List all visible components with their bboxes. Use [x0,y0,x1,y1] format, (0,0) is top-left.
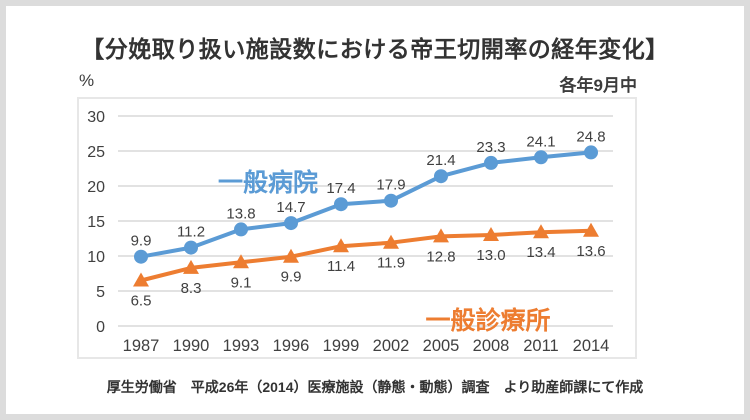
x-tick-label: 1990 [173,337,210,355]
data-point-circle [284,216,298,231]
period-note: 各年9月中 [559,76,637,95]
data-label: 11.4 [327,258,355,275]
data-point-circle [334,197,348,212]
data-label: 17.4 [326,180,355,197]
chart-panel: 0 5 10 15 20 25 30 1987 1990 1993 1996 1999 2002 2005… [77,97,637,359]
data-label: 13.8 [226,205,255,222]
series-name-label: 一般診療所 [425,306,550,335]
series-line [139,150,593,259]
data-label: 13.6 [576,243,605,260]
data-label: 9.9 [281,269,302,286]
y-tick-label: 5 [96,284,105,301]
y-tick-label: 10 [87,249,105,266]
data-point-triangle [433,228,449,243]
data-point-triangle [133,272,149,287]
x-tick-label: 2014 [573,337,610,355]
x-tick-label: 2008 [473,337,510,355]
data-point-circle [234,222,248,237]
y-axis-unit-label: % [79,71,95,90]
x-tick-label: 1999 [323,337,360,355]
x-tick-label: 1987 [123,337,160,355]
data-label: 24.1 [526,133,555,150]
data-point-circle [384,193,398,208]
data-point-circle [534,150,548,165]
data-label: 23.3 [476,139,505,156]
data-point-triangle [583,222,599,237]
x-tick-label: 1993 [223,337,260,355]
data-point-triangle [183,259,199,274]
data-point-triangle [483,227,499,241]
data-point-circle [134,249,148,264]
data-point-triangle [283,248,299,263]
data-point-triangle [533,224,549,239]
x-tick-label: 2002 [373,337,410,355]
data-label: 8.3 [181,280,202,297]
y-tick-label: 20 [87,179,105,196]
data-point-triangle [383,234,399,249]
source-footnote: 厚生労働省 平成26年（2014）医療施設（静態・動態）調査 より助産師課にて作… [106,379,644,395]
data-point-circle [184,240,198,255]
data-point-circle [484,155,498,170]
data-label: 24.8 [576,128,605,145]
data-point-triangle [333,238,349,253]
x-tick-label: 1996 [273,337,310,355]
data-point-circle [434,169,448,184]
data-label: 12.8 [426,248,455,265]
series-name-label: 一般病院 [218,168,318,197]
data-label: 17.9 [376,177,405,194]
data-label: 6.5 [131,293,152,310]
data-label: 11.2 [177,224,205,241]
data-label: 9.1 [231,274,252,291]
x-tick-label: 2005 [423,337,460,355]
data-point-circle [584,145,598,160]
data-label: 13.4 [526,244,555,261]
data-label: 11.9 [377,255,405,272]
data-label: 9.9 [131,233,152,250]
data-label: 13.0 [476,247,505,264]
data-label: 21.4 [426,152,455,169]
data-label: 14.7 [276,199,305,216]
x-tick-label: 2011 [523,337,558,355]
y-tick-label: 25 [87,144,105,161]
page-title: 【分娩取り扱い施設数における帝王切開率の経年変化】 [81,36,669,62]
series-line [139,228,593,283]
y-tick-label: 0 [96,319,105,336]
y-tick-label: 15 [87,214,105,231]
data-point-triangle [233,254,249,269]
y-tick-label: 30 [87,109,105,126]
line-chart: 0 5 10 15 20 25 30 1987 1990 1993 1996 1999 2002 2005… [87,109,613,355]
